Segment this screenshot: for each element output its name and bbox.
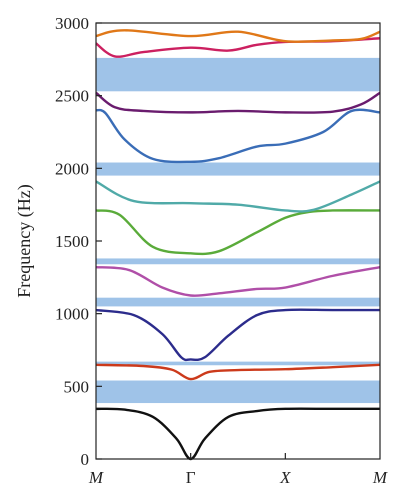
dispersion-curve-2	[95, 363, 381, 381]
y-tick-label-2500: 2500	[55, 87, 89, 106]
y-tick-label-500: 500	[64, 377, 90, 396]
band-gap-3	[96, 258, 380, 265]
dispersion-curve-6	[95, 180, 381, 213]
y-tick-label-3000: 3000	[55, 14, 89, 33]
band-gap-1	[96, 361, 380, 366]
x-tick-label-2: X	[279, 468, 291, 487]
x-tick-label-0: M	[88, 468, 104, 487]
x-tick-label-1: Γ	[186, 468, 196, 487]
dispersion-curve-1	[95, 407, 380, 461]
dispersion-curve-8	[95, 91, 381, 114]
y-axis-label: Frequency (Hz)	[14, 184, 35, 297]
y-tick-label-1000: 1000	[55, 305, 89, 324]
x-tick-label-3: M	[372, 468, 388, 487]
band-gap-0	[96, 380, 380, 404]
dispersion-curve-7	[95, 108, 381, 164]
dispersion-curve-4	[95, 265, 381, 297]
band-gap-5	[96, 57, 380, 92]
y-tick-label-0: 0	[81, 450, 90, 469]
dispersion-curve-5	[95, 209, 381, 256]
dispersion-curves-layer	[95, 29, 381, 461]
band-gap-2	[96, 297, 380, 307]
band-gap-layer	[96, 57, 380, 404]
dispersion-curve-10	[95, 29, 381, 43]
y-tick-label-2000: 2000	[55, 159, 89, 178]
y-tick-label-1500: 1500	[55, 232, 89, 251]
axis-ticks-layer: 0 500 1000 1500 2000 2500 3000 M Γ X M	[55, 14, 388, 487]
dispersion-curve-3	[95, 308, 380, 362]
band-gap-4	[96, 162, 380, 176]
